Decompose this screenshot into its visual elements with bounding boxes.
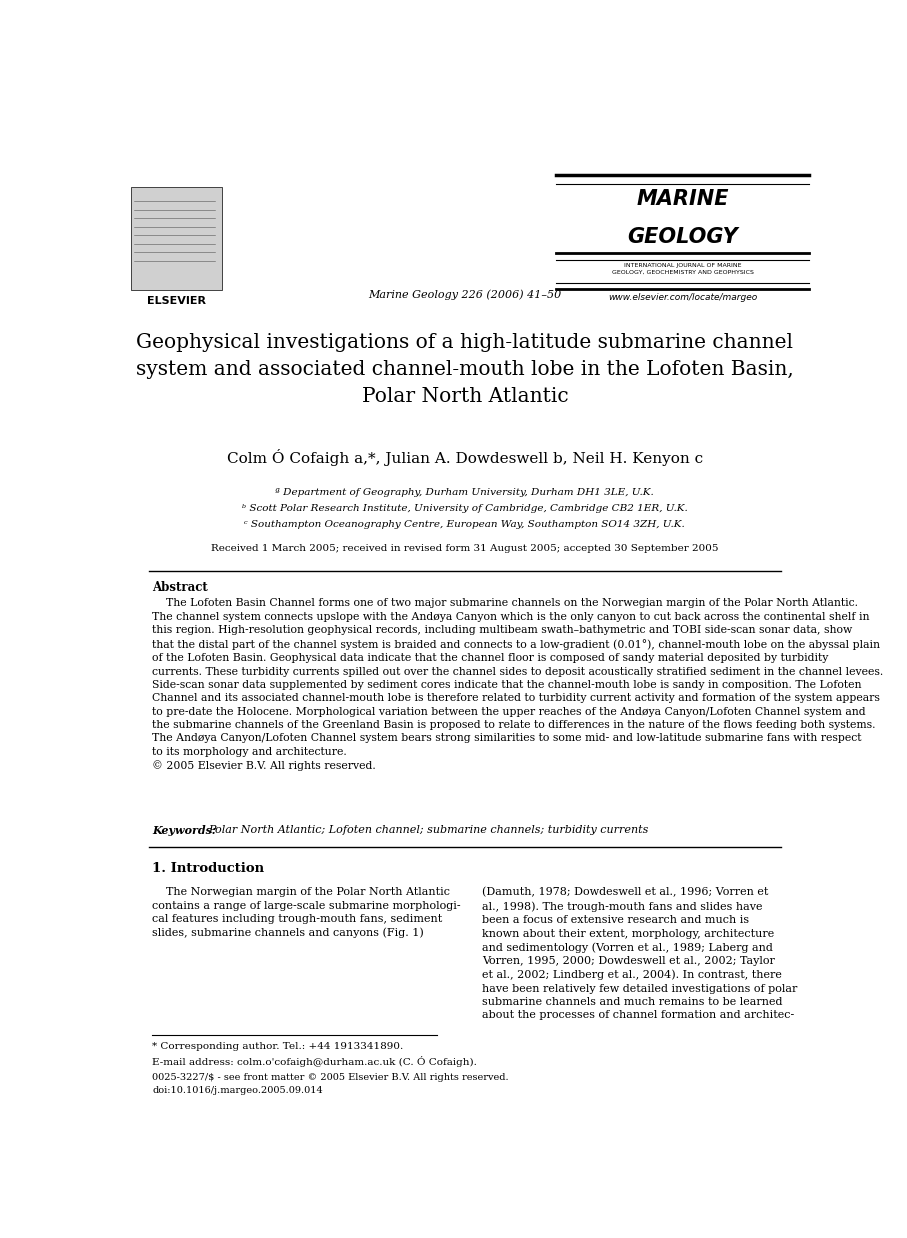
Text: Keywords:: Keywords:: [152, 826, 216, 837]
Text: GEOLOGY: GEOLOGY: [628, 227, 738, 246]
Text: (Damuth, 1978; Dowdeswell et al., 1996; Vorren et
al., 1998). The trough-mouth f: (Damuth, 1978; Dowdeswell et al., 1996; …: [483, 888, 798, 1020]
Text: Marine Geology 226 (2006) 41–50: Marine Geology 226 (2006) 41–50: [368, 290, 561, 300]
Text: www.elsevier.com/locate/margeo: www.elsevier.com/locate/margeo: [608, 293, 757, 302]
Text: 0025-3227/$ - see front matter © 2005 Elsevier B.V. All rights reserved.: 0025-3227/$ - see front matter © 2005 El…: [152, 1073, 509, 1082]
Text: 1. Introduction: 1. Introduction: [152, 862, 264, 874]
Text: Abstract: Abstract: [152, 582, 208, 594]
Text: Received 1 March 2005; received in revised form 31 August 2005; accepted 30 Sept: Received 1 March 2005; received in revis…: [211, 545, 718, 553]
Text: Colm Ó Cofaigh a,*, Julian A. Dowdeswell b, Neil H. Kenyon c: Colm Ó Cofaigh a,*, Julian A. Dowdeswell…: [227, 449, 703, 465]
Text: ª Department of Geography, Durham University, Durham DH1 3LE, U.K.: ª Department of Geography, Durham Univer…: [276, 488, 654, 496]
Bar: [131, 187, 222, 290]
Text: The Lofoten Basin Channel forms one of two major submarine channels on the Norwe: The Lofoten Basin Channel forms one of t…: [152, 598, 883, 771]
Text: INTERNATIONAL JOURNAL OF MARINE
GEOLOGY, GEOCHEMISTRY AND GEOPHYSICS: INTERNATIONAL JOURNAL OF MARINE GEOLOGY,…: [612, 262, 754, 275]
Text: * Corresponding author. Tel.: +44 1913341890.: * Corresponding author. Tel.: +44 191334…: [152, 1041, 404, 1051]
Text: ᵇ Scott Polar Research Institute, University of Cambridge, Cambridge CB2 1ER, U.: ᵇ Scott Polar Research Institute, Univer…: [242, 504, 688, 513]
Text: MARINE: MARINE: [637, 188, 729, 208]
Text: Polar North Atlantic; Lofoten channel; submarine channels; turbidity currents: Polar North Atlantic; Lofoten channel; s…: [209, 826, 649, 836]
Text: The Norwegian margin of the Polar North Atlantic
contains a range of large-scale: The Norwegian margin of the Polar North …: [152, 888, 461, 938]
Text: E-mail address: colm.o'cofaigh@durham.ac.uk (C. Ó Cofaigh).: E-mail address: colm.o'cofaigh@durham.ac…: [152, 1056, 477, 1067]
Text: ELSEVIER: ELSEVIER: [147, 296, 206, 306]
Text: Geophysical investigations of a high-latitude submarine channel
system and assoc: Geophysical investigations of a high-lat…: [136, 333, 794, 406]
Text: doi:10.1016/j.margeo.2005.09.014: doi:10.1016/j.margeo.2005.09.014: [152, 1086, 323, 1094]
Text: ᶜ Southampton Oceanography Centre, European Way, Southampton SO14 3ZH, U.K.: ᶜ Southampton Oceanography Centre, Europ…: [245, 520, 685, 530]
